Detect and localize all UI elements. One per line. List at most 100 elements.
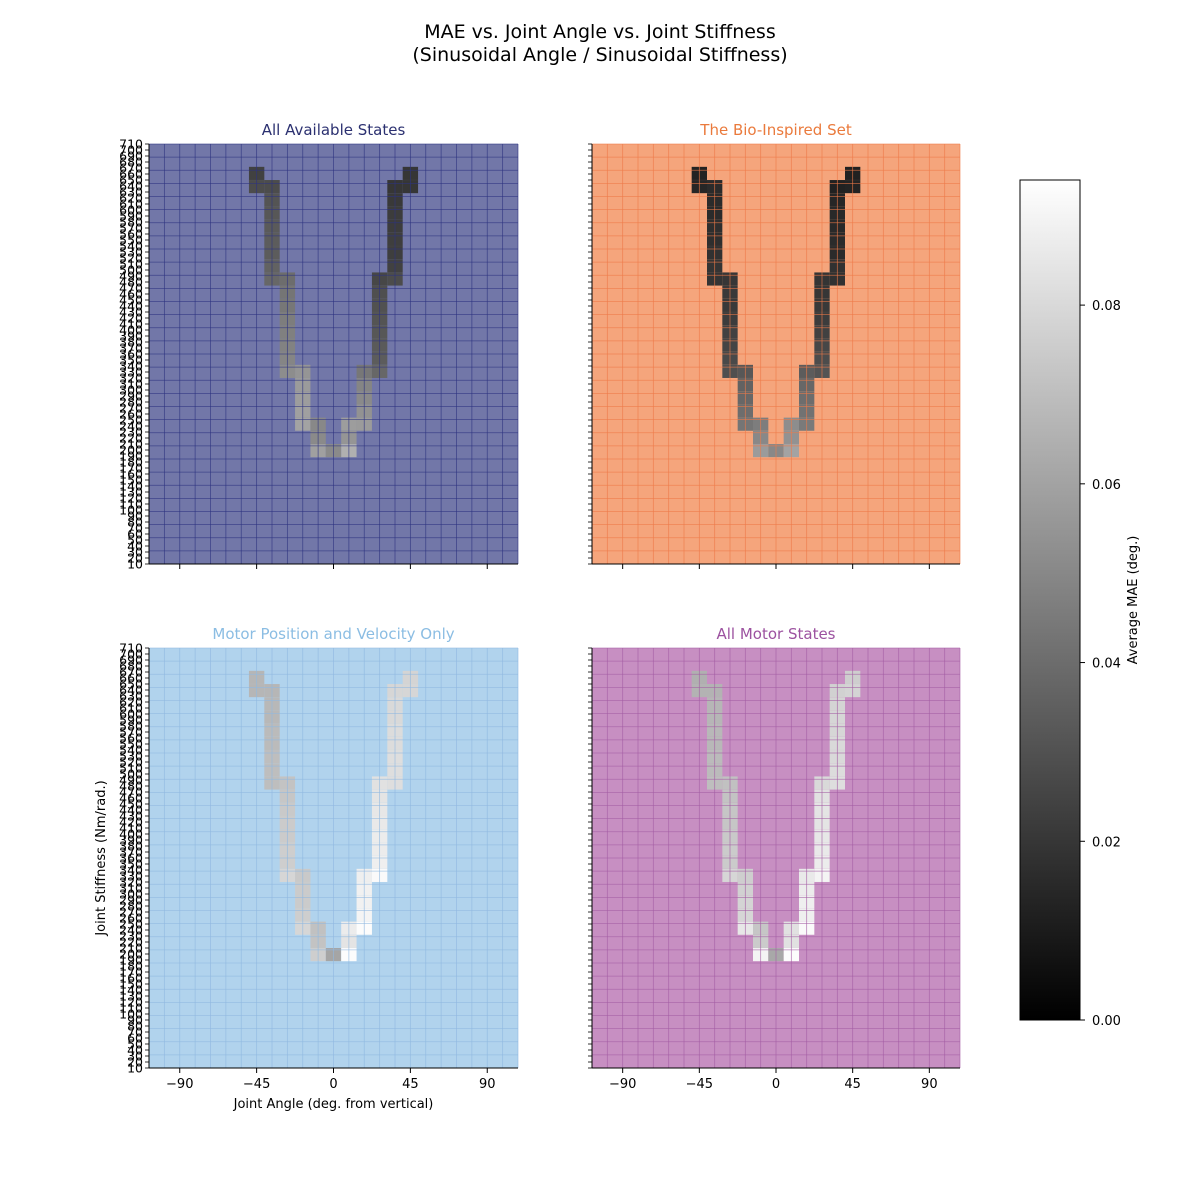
panel-title: All Available States <box>262 121 406 139</box>
y-tick-label: 660 <box>119 671 143 686</box>
y-tick-label: 510 <box>119 257 143 272</box>
y-tick-label: 380 <box>119 335 143 350</box>
y-tick-label: 100 <box>119 503 143 518</box>
y-tick-label: 280 <box>119 395 143 410</box>
y-tick-label: 450 <box>119 797 143 812</box>
y-tick-label: 170 <box>119 965 143 980</box>
y-tick-label: 40 <box>127 539 143 554</box>
y-tick-label: 540 <box>119 743 143 758</box>
panel-all-motor-states: All Motor States −90 −45 0 45 90 <box>588 625 961 1092</box>
y-tick-label: 80 <box>127 1019 143 1034</box>
y-tick-label: 690 <box>119 653 143 668</box>
y-tick-label: 290 <box>119 389 143 404</box>
y-tick-label: 220 <box>119 431 143 446</box>
y-tick-label: 630 <box>119 689 143 704</box>
y-tick-label: 140 <box>119 479 143 494</box>
y-tick-label: 640 <box>119 683 143 698</box>
y-tick-label: 430 <box>119 809 143 824</box>
y-tick-label: 160 <box>119 467 143 482</box>
y-tick-label: 490 <box>119 269 143 284</box>
colorbar-tick-label: 0.00 <box>1092 1014 1121 1029</box>
y-tick-label: 70 <box>127 521 143 536</box>
panel-title: The Bio-Inspired Set <box>699 121 852 139</box>
panel-all-available-states: All Available States 10203040506070809010… <box>119 121 519 572</box>
y-tick-label: 180 <box>119 959 143 974</box>
y-tick-label: 590 <box>119 209 143 224</box>
y-tick-label: 640 <box>119 179 143 194</box>
y-tick-label: 190 <box>119 953 143 968</box>
y-tick-label: 340 <box>119 863 143 878</box>
y-tick-label: 320 <box>119 371 143 386</box>
y-tick-label: 200 <box>119 443 143 458</box>
figure-title: MAE vs. Joint Angle vs. Joint Stiffness <box>424 21 776 43</box>
y-tick-label: 70 <box>127 1025 143 1040</box>
y-tick-label: 240 <box>119 923 143 938</box>
y-tick-label: 40 <box>127 1043 143 1058</box>
y-tick-label: 60 <box>127 527 143 542</box>
y-tick-label: 670 <box>119 161 143 176</box>
y-tick-label: 600 <box>119 203 143 218</box>
panel-the-bio-inspired-set: The Bio-Inspired Set <box>588 121 961 569</box>
y-tick-label: 580 <box>119 719 143 734</box>
y-tick-label: 170 <box>119 461 143 476</box>
y-tick-label: 280 <box>119 899 143 914</box>
y-tick-label: 560 <box>119 731 143 746</box>
x-tick-label: −90 <box>166 1077 193 1092</box>
y-tick-label: 400 <box>119 827 143 842</box>
y-tick-label: 200 <box>119 947 143 962</box>
x-tick-label: 0 <box>772 1077 780 1092</box>
y-tick-label: 690 <box>119 149 143 164</box>
y-tick-label: 650 <box>119 677 143 692</box>
y-tick-label: 100 <box>119 1007 143 1022</box>
x-tick-label: 45 <box>402 1077 419 1092</box>
y-tick-label: 500 <box>119 263 143 278</box>
y-tick-label: 470 <box>119 785 143 800</box>
y-tick-label: 480 <box>119 275 143 290</box>
y-tick-label: 440 <box>119 299 143 314</box>
y-tick-label: 550 <box>119 233 143 248</box>
y-tick-label: 50 <box>127 533 143 548</box>
y-tick-label: 150 <box>119 977 143 992</box>
y-tick-label: 710 <box>119 641 143 656</box>
y-tick-label: 30 <box>127 545 143 560</box>
x-tick-label: 0 <box>329 1077 337 1092</box>
x-axis-label: Joint Angle (deg. from vertical) <box>233 1097 434 1112</box>
y-tick-label: 360 <box>119 851 143 866</box>
y-tick-label: 490 <box>119 773 143 788</box>
y-tick-label: 600 <box>119 707 143 722</box>
y-tick-label: 110 <box>119 1001 143 1016</box>
y-axis-label: Joint Stiffness (Nm/rad.) <box>94 780 109 936</box>
y-tick-label: 530 <box>119 749 143 764</box>
y-tick-label: 660 <box>119 167 143 182</box>
figure-subtitle: (Sinusoidal Angle / Sinusoidal Stiffness… <box>412 44 788 66</box>
y-tick-label: 60 <box>127 1031 143 1046</box>
y-tick-label: 560 <box>119 227 143 242</box>
y-tick-label: 530 <box>119 245 143 260</box>
y-tick-label: 50 <box>127 1037 143 1052</box>
y-tick-label: 410 <box>119 821 143 836</box>
x-tick-label: 45 <box>844 1077 861 1092</box>
y-tick-label: 110 <box>119 497 143 512</box>
x-tick-label: 90 <box>921 1077 938 1092</box>
y-tick-label: 570 <box>119 221 143 236</box>
y-tick-label: 520 <box>119 755 143 770</box>
y-tick-label: 120 <box>119 491 143 506</box>
y-tick-label: 240 <box>119 419 143 434</box>
y-tick-label: 250 <box>119 413 143 428</box>
y-tick-label: 330 <box>119 365 143 380</box>
y-tick-label: 370 <box>119 845 143 860</box>
y-tick-label: 460 <box>119 287 143 302</box>
y-tick-label: 250 <box>119 917 143 932</box>
y-tick-label: 420 <box>119 311 143 326</box>
y-tick-label: 30 <box>127 1049 143 1064</box>
y-tick-label: 220 <box>119 935 143 950</box>
y-tick-label: 390 <box>119 329 143 344</box>
y-tick-label: 650 <box>119 173 143 188</box>
panel-title: Motor Position and Velocity Only <box>212 625 454 643</box>
y-tick-label: 500 <box>119 767 143 782</box>
y-tick-label: 270 <box>119 401 143 416</box>
y-tick-label: 610 <box>119 701 143 716</box>
colorbar-label: Average MAE (deg.) <box>1126 536 1141 665</box>
y-tick-label: 300 <box>119 887 143 902</box>
y-tick-label: 470 <box>119 281 143 296</box>
